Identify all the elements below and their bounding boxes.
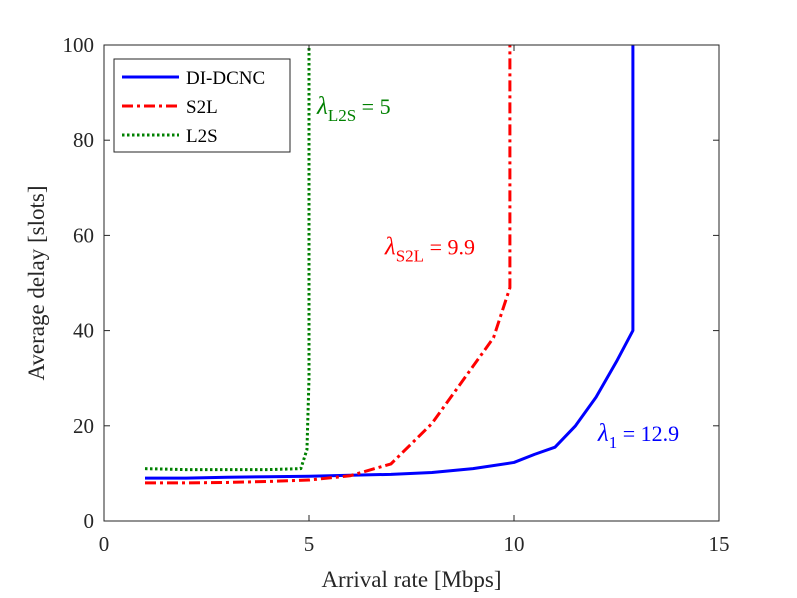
series-line-s2l <box>145 45 512 485</box>
legend-label-di-dcnc: DI-DCNC <box>186 68 265 89</box>
series-line-l2s <box>144 45 311 472</box>
y-tick-label: 20 <box>73 414 94 438</box>
y-tick-label: 100 <box>63 33 95 57</box>
series-layer <box>144 45 635 485</box>
x-axis-label: Arrival rate [Mbps] <box>321 567 501 592</box>
y-tick-label: 60 <box>73 223 94 247</box>
y-tick-label: 0 <box>84 509 95 533</box>
legend-label-s2l: S2L <box>186 97 218 118</box>
legend-label-l2s: L2S <box>186 126 218 147</box>
x-tick-label: 15 <box>709 532 730 556</box>
annotation-1: λ1 = 12.9 <box>597 420 679 452</box>
legend: DI-DCNC S2L L2S <box>113 58 291 153</box>
y-tick-label: 40 <box>73 319 94 343</box>
annotation-layer: λL2S = 5 λS2L = 9.9 λ1 = 12.9 <box>316 93 679 452</box>
x-tick-label: 0 <box>99 532 110 556</box>
plot-frame <box>103 44 720 522</box>
annotation-l2s: λL2S = 5 <box>316 93 391 125</box>
y-tick-label: 80 <box>73 128 94 152</box>
x-tick-label: 10 <box>504 532 525 556</box>
annotation-s2l: λS2L = 9.9 <box>384 233 475 265</box>
tick-layer: 0 5 10 15 0 20 40 60 80 100 <box>63 33 730 556</box>
y-axis-label: Average delay [slots] <box>24 186 49 381</box>
x-tick-label: 5 <box>304 532 315 556</box>
series-line-di-dcnc <box>145 45 635 480</box>
